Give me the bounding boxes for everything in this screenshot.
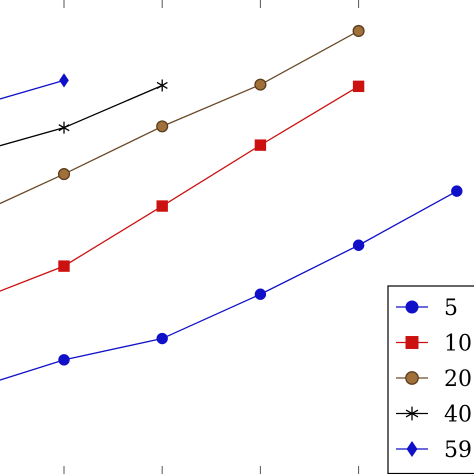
series-line <box>0 30 359 205</box>
data-point <box>352 239 365 251</box>
legend-label: 5 <box>444 296 458 321</box>
data-point <box>254 288 267 300</box>
data-point <box>156 79 168 92</box>
series-line <box>0 190 458 381</box>
series-10 <box>0 80 365 292</box>
data-point <box>58 260 70 272</box>
series-line <box>0 79 65 100</box>
series-40 <box>0 79 168 147</box>
legend-box <box>387 285 474 474</box>
series-5 <box>0 185 463 381</box>
legend-item: 59 <box>396 438 472 463</box>
data-point <box>58 354 70 366</box>
data-point <box>254 139 267 151</box>
legend: 5 10 20 40 59 <box>387 285 474 474</box>
data-point <box>156 120 169 133</box>
legend-item: 40 <box>396 403 472 428</box>
legend-label: 20 <box>444 367 472 392</box>
series-line <box>0 84 163 147</box>
data-point <box>352 80 365 93</box>
legend-item: 10 <box>396 332 472 357</box>
series-layer <box>0 24 463 381</box>
data-point <box>58 121 70 134</box>
series-20 <box>0 24 365 205</box>
data-point <box>156 200 168 212</box>
data-point <box>352 24 365 38</box>
data-point <box>57 168 71 181</box>
legend-label: 40 <box>444 403 472 428</box>
data-point <box>451 185 463 197</box>
legend-item: 5 <box>396 296 458 321</box>
series-59 <box>0 73 69 100</box>
data-point <box>156 332 168 345</box>
legend-item: 20 <box>396 367 472 392</box>
axis-ticks <box>63 0 360 474</box>
legend-label: 10 <box>444 332 472 357</box>
data-point <box>59 73 69 88</box>
legend-label: 59 <box>444 438 472 463</box>
data-point <box>254 78 267 91</box>
